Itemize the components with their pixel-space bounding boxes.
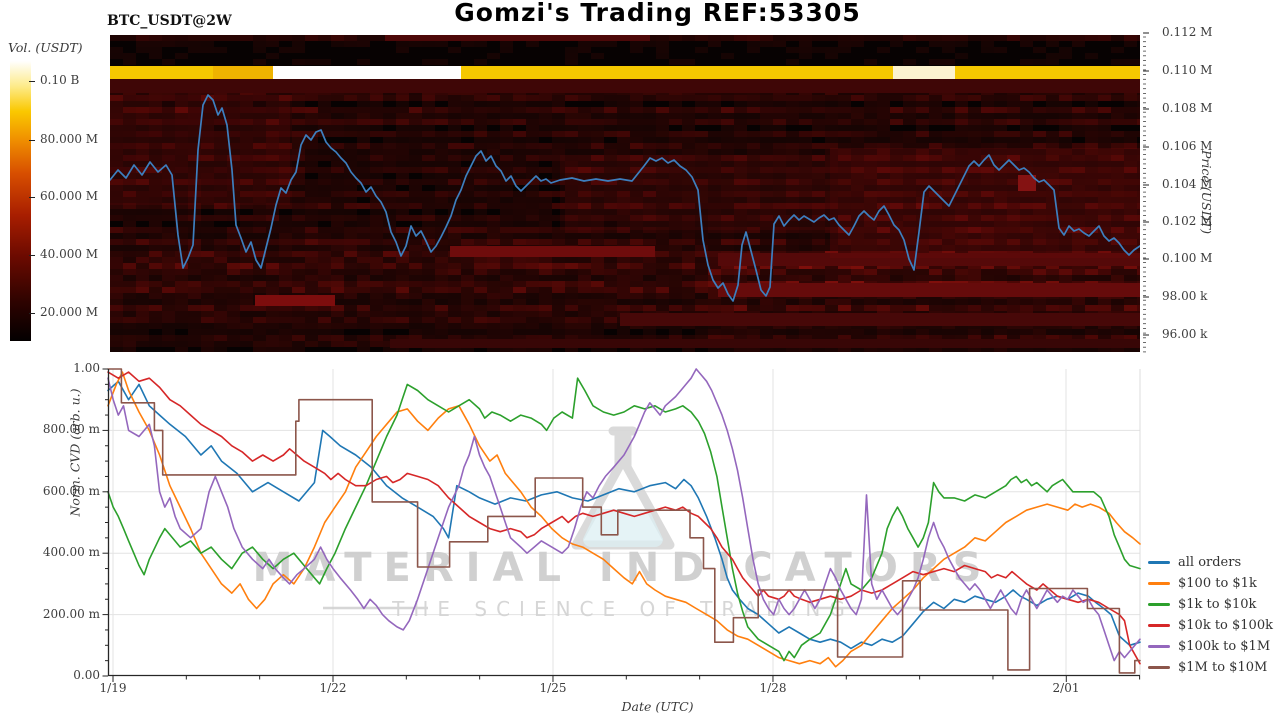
cvd-y-tick-label: 800.00 m	[42, 422, 100, 437]
cvd-x-axis-title: Date (UTC)	[621, 699, 694, 714]
heatmap-liquidity-bands	[110, 35, 1140, 348]
price-tick-label: 0.104 M	[1162, 177, 1213, 191]
colorbar-tick	[29, 140, 35, 142]
legend-swatch	[1148, 603, 1170, 606]
price-tick-label: 98.00 k	[1162, 289, 1208, 303]
legend-item: $10k to $100k	[1148, 615, 1273, 636]
price-tick-label: 0.112 M	[1162, 25, 1213, 39]
flask-liquid	[583, 509, 663, 547]
cvd-legend: all orders $100 to $1k $1k to $10k $10k to …	[1148, 552, 1273, 678]
legend-swatch	[1148, 645, 1170, 648]
watermark: MATERIAL INDICATORS THE SCIENCE OF TRADI…	[253, 426, 994, 621]
price-tick-label: 0.102 M	[1162, 214, 1213, 228]
legend-label: $1M to $10M	[1178, 660, 1268, 675]
colorbar-tick-label: 0.10 B	[40, 73, 80, 87]
colorbar-tick	[29, 197, 35, 199]
cvd-gridlines	[108, 369, 1141, 676]
legend-item: $1M to $10M	[1148, 657, 1273, 678]
legend-label: $1k to $10k	[1178, 597, 1257, 612]
price-axis-ticks	[1143, 32, 1149, 353]
cvd-x-tick-label: 1/19	[99, 681, 127, 695]
cvd-y-tick-label: 200.00 m	[42, 606, 100, 621]
page-title: Gomzi's Trading REF:53305	[454, 0, 861, 27]
legend-item: all orders	[1148, 552, 1273, 573]
cvd-y-tick-label: 0.00	[73, 668, 100, 682]
price-tick-label: 0.110 M	[1162, 63, 1213, 77]
colorbar-tick-label: 60.000 M	[40, 189, 99, 203]
colorbar-tick	[29, 255, 35, 257]
legend-swatch	[1148, 624, 1170, 627]
colorbar-tick-label: 40.000 M	[40, 247, 99, 261]
colorbar-tick-label: 20.000 M	[40, 305, 99, 319]
legend-swatch	[1148, 582, 1170, 585]
cvd-y-tick-label: 1.00	[73, 361, 100, 375]
cvd-x-tick-label: 2/01	[1052, 681, 1080, 695]
price-tick-label: 0.108 M	[1162, 101, 1213, 115]
price-line	[110, 94, 1140, 302]
orderbook-heatmap	[110, 35, 1140, 352]
legend-item: $100 to $1k	[1148, 573, 1273, 594]
legend-swatch	[1148, 561, 1170, 564]
volume-colorbar	[10, 61, 31, 341]
price-tick-label: 0.100 M	[1162, 251, 1213, 265]
cvd-y-axis-title: Norm. CVD (arb. u.)	[67, 388, 83, 517]
cvd-y-tick-label: 400.00 m	[42, 545, 100, 560]
legend-label: $100k to $1M	[1178, 639, 1271, 654]
colorbar-title: Vol. (USDT)	[8, 40, 83, 55]
legend-label: $100 to $1k	[1178, 576, 1257, 591]
cvd-chart: MATERIAL INDICATORS THE SCIENCE OF TRADI…	[102, 368, 1141, 682]
cvd-series-lines	[107, 368, 1141, 674]
instrument-label: BTC_USDT@2W	[107, 13, 232, 29]
price-tick-label: 96.00 k	[1162, 327, 1208, 341]
colorbar-tick-label: 80.000 M	[40, 132, 99, 146]
cvd-x-tick-label: 1/25	[539, 681, 567, 695]
watermark-line1: MATERIAL INDICATORS	[253, 545, 994, 591]
legend-label: all orders	[1178, 555, 1242, 570]
cvd-axes	[102, 368, 1141, 682]
legend-label: $10k to $100k	[1178, 618, 1273, 633]
price-axis-title: Price (USDT)	[1199, 150, 1214, 234]
legend-swatch	[1148, 666, 1170, 669]
legend-item: $100k to $1M	[1148, 636, 1273, 657]
cvd-x-tick-label: 1/28	[759, 681, 787, 695]
legend-item: $1k to $10k	[1148, 594, 1273, 615]
colorbar-tick	[29, 81, 35, 83]
price-tick-label: 0.106 M	[1162, 139, 1213, 153]
cvd-y-tick-label: 600.00 m	[42, 483, 100, 498]
colorbar-tick	[29, 313, 35, 315]
cvd-x-tick-label: 1/22	[319, 681, 347, 695]
